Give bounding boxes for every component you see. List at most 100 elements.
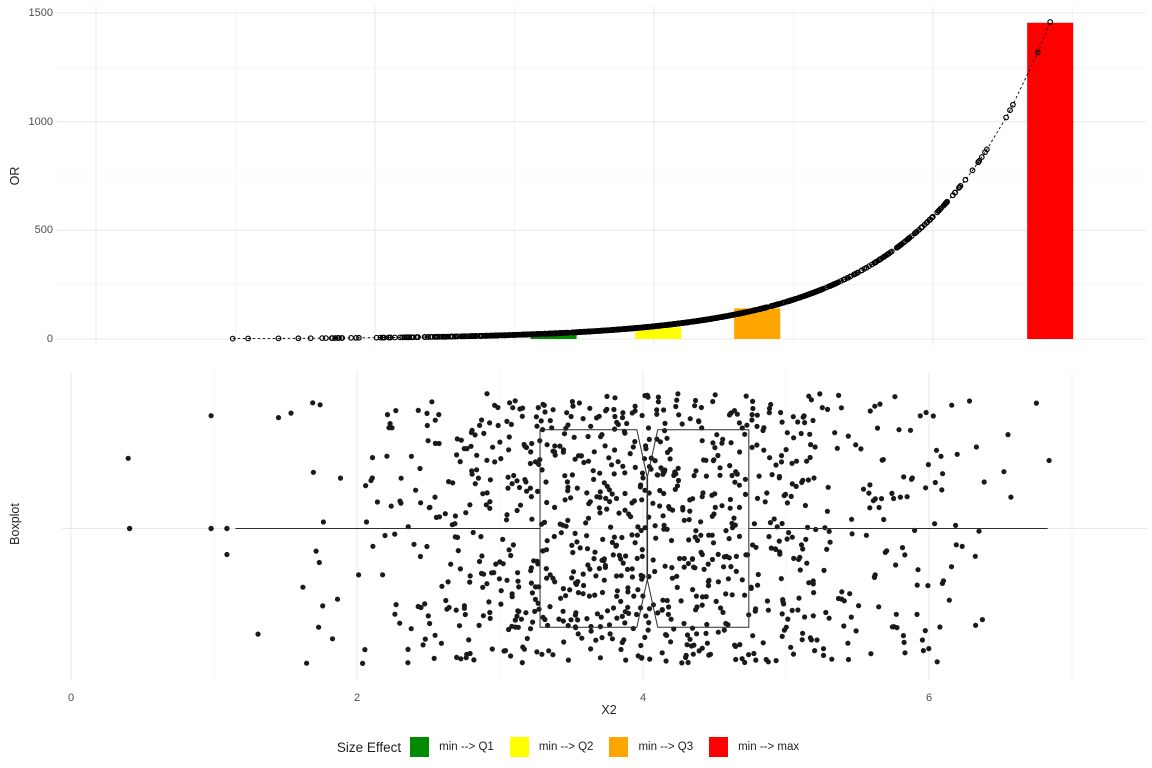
jitter-point	[606, 622, 613, 628]
jitter-point	[754, 423, 760, 429]
jitter-point	[436, 412, 442, 418]
jitter-point	[750, 398, 756, 404]
outlier-point	[208, 525, 214, 532]
jitter-point	[597, 624, 604, 630]
jitter-point	[693, 528, 699, 534]
jitter-point	[510, 542, 516, 548]
jitter-point	[737, 449, 743, 455]
jitter-point	[587, 566, 593, 572]
jitter-point	[639, 470, 646, 476]
jitter-point	[632, 439, 638, 445]
jitter-point	[784, 536, 790, 542]
jitter-point	[753, 544, 759, 550]
jitter-point	[733, 553, 740, 560]
jitter-point	[445, 579, 451, 585]
legend: Size Effect min --> Q1 min --> Q2 min --> …	[0, 734, 1152, 760]
or-point	[422, 334, 428, 340]
jitter-point	[836, 392, 842, 398]
jitter-point	[767, 455, 773, 461]
jitter-point	[789, 481, 795, 487]
jitter-point	[620, 560, 626, 566]
jitter-point	[733, 568, 739, 575]
jitter-point	[635, 587, 641, 593]
jitter-point	[699, 425, 705, 431]
jitter-point	[838, 405, 845, 411]
jitter-point	[587, 499, 593, 505]
jitter-point	[889, 490, 895, 496]
jitter-point	[954, 451, 960, 457]
jitter-point	[790, 414, 796, 420]
jitter-point	[699, 438, 705, 444]
jitter-point	[487, 420, 493, 426]
jitter-point	[782, 491, 789, 497]
jitter-point	[424, 422, 430, 429]
jitter-point	[486, 599, 492, 605]
jitter-point	[726, 412, 733, 418]
jitter-point	[569, 542, 575, 548]
jitter-point	[631, 498, 638, 504]
jitter-point	[932, 479, 938, 486]
jitter-point	[528, 580, 535, 586]
jitter-point	[622, 507, 628, 513]
jitter-point	[543, 479, 549, 485]
jitter-point	[517, 406, 523, 412]
jitter-point	[709, 556, 716, 563]
jitter-point	[686, 517, 692, 523]
jitter-point	[329, 636, 336, 642]
jitter-point	[896, 427, 902, 433]
jitter-point	[684, 632, 691, 638]
jitter-point	[705, 583, 712, 589]
or-point	[976, 158, 983, 164]
jitter-point	[800, 630, 806, 636]
jitter-point	[506, 626, 512, 633]
jitter-point	[776, 473, 783, 480]
jitter-point	[609, 636, 616, 642]
jitter-point	[628, 514, 634, 520]
jitter-point	[398, 475, 404, 481]
jitter-point	[820, 646, 827, 652]
jitter-point	[805, 524, 811, 531]
jitter-point	[826, 615, 832, 621]
jitter-point	[953, 542, 959, 548]
jitter-point	[731, 515, 737, 521]
jitter-point	[901, 639, 907, 646]
jitter-point	[778, 459, 785, 465]
legend-item-q1: min --> Q1	[410, 737, 494, 757]
jitter-point	[609, 539, 616, 546]
jitter-point	[502, 648, 509, 654]
jitter-point	[600, 536, 606, 543]
jitter-point	[804, 458, 810, 464]
jitter-point	[733, 643, 739, 650]
legend-items: min --> Q1 min --> Q2 min --> Q3 min --> ma…	[410, 737, 815, 757]
jitter-point	[612, 413, 618, 420]
jitter-point	[479, 417, 485, 423]
jitter-point	[581, 459, 587, 466]
jitter-point	[662, 420, 668, 426]
jitter-point	[972, 553, 978, 559]
jitter-point	[893, 562, 899, 568]
jitter-point	[823, 609, 829, 616]
jitter-point	[535, 488, 541, 494]
jitter-point	[629, 574, 636, 580]
jitter-point	[534, 423, 540, 429]
jitter-point	[663, 658, 669, 664]
jitter-point	[593, 637, 599, 643]
jitter-point	[523, 610, 529, 616]
jitter-point	[457, 459, 463, 465]
jitter-point	[715, 452, 721, 459]
jitter-point	[622, 609, 628, 615]
or-point	[929, 213, 936, 220]
jitter-point	[532, 608, 538, 615]
jitter-point	[719, 503, 725, 509]
jitter-point	[754, 412, 760, 418]
legend-item-q2: min --> Q2	[509, 737, 593, 757]
jitter-point	[468, 429, 474, 436]
x-tick-label: 4	[639, 692, 647, 704]
jitter-point	[777, 549, 783, 556]
jitter-point	[807, 431, 813, 437]
jitter-point	[726, 536, 732, 542]
jitter-point	[940, 471, 946, 477]
jitter-point	[552, 579, 558, 585]
jitter-point	[654, 472, 660, 478]
jitter-point	[392, 611, 398, 617]
